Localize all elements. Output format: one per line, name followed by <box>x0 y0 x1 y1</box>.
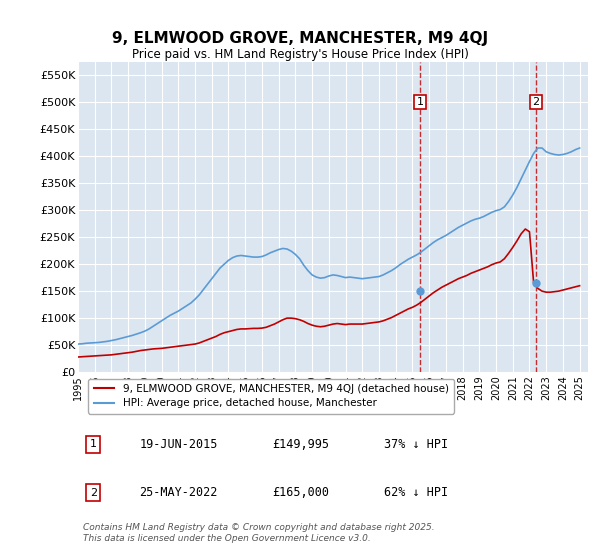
Text: 1: 1 <box>416 97 424 107</box>
Text: 19-JUN-2015: 19-JUN-2015 <box>139 438 218 451</box>
Text: 37% ↓ HPI: 37% ↓ HPI <box>384 438 448 451</box>
Text: £149,995: £149,995 <box>272 438 329 451</box>
Text: 1: 1 <box>90 440 97 449</box>
Text: 62% ↓ HPI: 62% ↓ HPI <box>384 486 448 499</box>
Text: £165,000: £165,000 <box>272 486 329 499</box>
Text: 2: 2 <box>533 97 540 107</box>
Legend: 9, ELMWOOD GROVE, MANCHESTER, M9 4QJ (detached house), HPI: Average price, detac: 9, ELMWOOD GROVE, MANCHESTER, M9 4QJ (de… <box>88 379 454 413</box>
Text: Contains HM Land Registry data © Crown copyright and database right 2025.
This d: Contains HM Land Registry data © Crown c… <box>83 523 435 543</box>
Text: 25-MAY-2022: 25-MAY-2022 <box>139 486 218 499</box>
Text: 9, ELMWOOD GROVE, MANCHESTER, M9 4QJ: 9, ELMWOOD GROVE, MANCHESTER, M9 4QJ <box>112 31 488 46</box>
Text: Price paid vs. HM Land Registry's House Price Index (HPI): Price paid vs. HM Land Registry's House … <box>131 48 469 60</box>
Text: 2: 2 <box>90 488 97 498</box>
